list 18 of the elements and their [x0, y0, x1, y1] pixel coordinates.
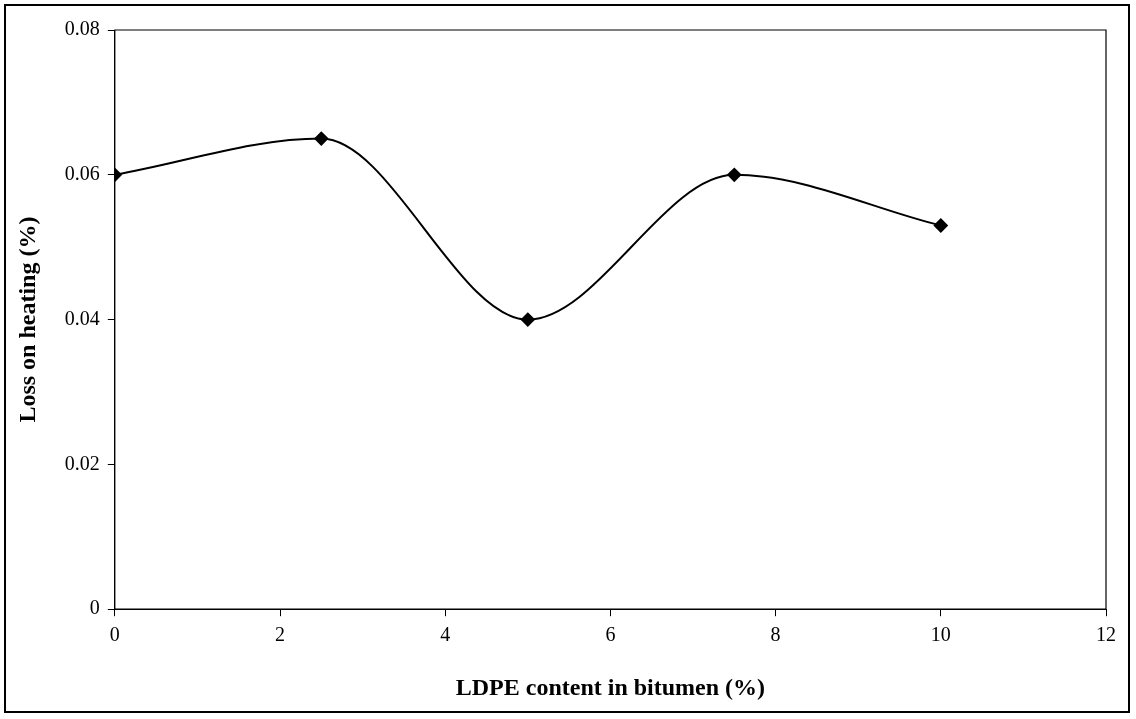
- x-tick-label: 6: [605, 623, 616, 646]
- x-tick-label: 10: [930, 623, 951, 646]
- x-tick-label: 12: [1096, 623, 1116, 646]
- y-tick-label: 0.04: [64, 306, 100, 329]
- x-tick-label: 8: [770, 623, 781, 646]
- y-tick-label: 0: [89, 596, 100, 619]
- x-tick-label: 0: [109, 623, 120, 646]
- x-tick-label: 2: [275, 623, 285, 646]
- x-tick-label: 4: [440, 623, 451, 646]
- y-tick-label: 0.08: [64, 17, 100, 40]
- point: [727, 167, 742, 182]
- y-axis-title: Loss on heating (%): [13, 216, 40, 423]
- point: [933, 218, 948, 233]
- point: [520, 312, 535, 327]
- y-tick-label: 0.02: [64, 451, 100, 474]
- point: [314, 131, 329, 146]
- y-tick-label: 0.06: [64, 162, 100, 185]
- x-axis-title: LDPE content in bitumen (%): [455, 673, 766, 700]
